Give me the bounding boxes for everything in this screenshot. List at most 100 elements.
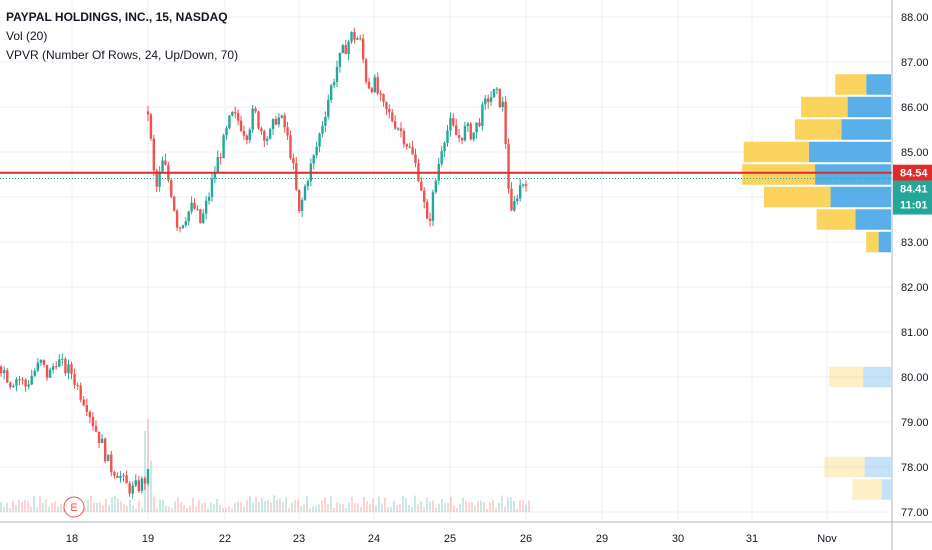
volume-bar [276, 499, 278, 512]
time-axis[interactable]: 18 19 22 23 24 25 26 29 30 31 Nov [0, 521, 932, 545]
candle-body [283, 115, 286, 128]
candle-body [107, 454, 110, 462]
candle-body [110, 454, 113, 473]
candle-body [373, 77, 376, 92]
earnings-event-circle[interactable] [63, 496, 85, 518]
candle-body [9, 382, 12, 388]
volume-bar [24, 499, 26, 512]
price-axis[interactable]: 88.0087.0086.0085.0084.0083.0082.0081.00… [891, 0, 929, 550]
vpvr-down-bar [801, 96, 848, 118]
volume-bar [315, 505, 317, 512]
vpvr-indicator-label[interactable]: VPVR (Number Of Rows, 24, Up/Down, 70) [6, 48, 239, 62]
volume-bar [192, 497, 194, 512]
volume-bar [30, 506, 32, 512]
vpvr-up-bar [878, 231, 891, 253]
symbol-title[interactable]: PAYPAL HOLDINGS, INC., 15, NASDAQ [6, 10, 228, 24]
volume-bar [0, 502, 2, 512]
volume-bar [444, 502, 446, 512]
candle-body [234, 111, 237, 113]
volume-bar [300, 506, 302, 512]
volume-bar [486, 508, 488, 512]
time-tick-label: 22 [219, 533, 231, 545]
candle-body [481, 104, 484, 126]
candle-body [463, 125, 467, 141]
candle-body [149, 114, 153, 139]
current-price-tag [893, 180, 932, 215]
volume-bar [417, 504, 419, 512]
candle-body [260, 128, 263, 132]
price-tick-label: 83.00 [901, 237, 929, 249]
time-tick-label: 19 [142, 533, 154, 545]
candle-body [382, 94, 385, 102]
volume-bar [513, 501, 515, 512]
candle-body [289, 135, 292, 158]
volume-bar [108, 505, 110, 512]
chart-grid [0, 0, 892, 520]
volume-bar [174, 501, 176, 512]
volume-bar [438, 503, 440, 512]
volume-bar [105, 498, 107, 512]
volume-bar [522, 500, 524, 512]
volume-bar [237, 501, 239, 512]
volume-bar [144, 430, 146, 512]
volume-bar [213, 504, 215, 512]
volume-bar [39, 495, 41, 512]
volume-bar [117, 498, 119, 512]
volume-bar [135, 508, 137, 512]
candle-body [393, 121, 397, 129]
volume-bar [84, 508, 86, 512]
candle-body [45, 364, 49, 378]
price-tick-label: 80.00 [901, 372, 929, 384]
volume-bar [519, 500, 521, 512]
candle-body [510, 188, 513, 211]
volume-bar [312, 506, 314, 512]
volume-bar [21, 502, 23, 512]
candle-body [152, 138, 156, 171]
candle-body [6, 370, 9, 383]
earnings-event-label[interactable]: E [70, 502, 77, 514]
candle-body [30, 375, 33, 385]
volume-bar [429, 501, 431, 512]
volume-bar [453, 505, 455, 512]
vpvr-up-bar [863, 366, 891, 388]
candle-body [402, 131, 406, 145]
volume-bar [372, 498, 374, 512]
vpvr-down-bar [835, 74, 867, 95]
price-tick-label: 86.00 [901, 102, 929, 114]
volume-bar [447, 502, 449, 512]
earnings-event-marker[interactable]: E [63, 496, 85, 518]
candle-body [524, 184, 528, 187]
candle-body [350, 32, 353, 42]
candle-body [184, 221, 187, 226]
volume-bar [378, 496, 380, 512]
candle-body [487, 98, 490, 102]
volume-bar [246, 499, 248, 512]
volume-indicator-label[interactable]: Vol (20) [6, 29, 48, 43]
candle-body [231, 111, 234, 116]
volume-bar [102, 505, 104, 512]
price-tick-label: 87.00 [901, 57, 929, 69]
volume-bar [477, 501, 479, 512]
volume-bar [414, 495, 416, 512]
candle-body [376, 77, 379, 94]
volume-bar [204, 502, 206, 512]
candle-body [518, 185, 522, 199]
candle-body [266, 138, 269, 141]
volume-bar [492, 500, 494, 512]
volume-bar [180, 502, 182, 512]
volume-bar [231, 508, 233, 512]
volume-bar [201, 503, 203, 512]
time-tick-label: 29 [596, 533, 608, 545]
candle-body [64, 358, 67, 374]
candle-body [70, 364, 73, 374]
candle-body [196, 208, 199, 210]
volume-bar [87, 499, 89, 512]
candle-body [199, 209, 202, 223]
candle-body [202, 213, 205, 223]
volume-bar [480, 500, 482, 512]
volume-bar [165, 505, 167, 512]
volume-bar [93, 502, 95, 512]
candle-body [385, 101, 388, 110]
volume-bar [321, 500, 323, 512]
